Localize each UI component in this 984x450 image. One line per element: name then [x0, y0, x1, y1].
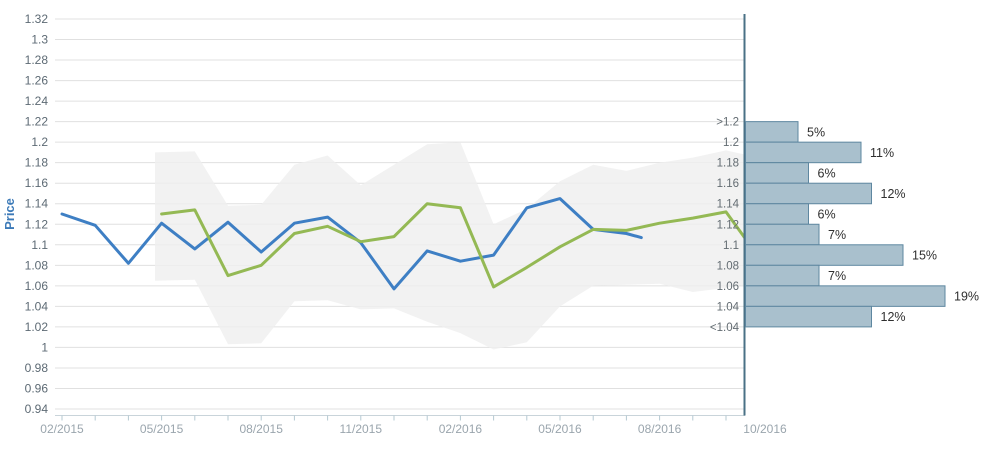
- forecast-range-band: [155, 142, 745, 350]
- histogram-bin-edge-label: 1.14: [717, 199, 740, 211]
- histogram-bar[interactable]: [745, 121, 799, 143]
- y-axis-tick-label: 1.3: [31, 33, 48, 47]
- y-axis-tick-label: 1.18: [25, 156, 49, 170]
- y-axis-tick-label: 1.26: [25, 74, 49, 88]
- histogram-bin-edge-label: 1.08: [717, 260, 739, 272]
- histogram-bar[interactable]: [745, 305, 872, 328]
- x-axis-tick-label: 05/2016: [538, 422, 582, 436]
- y-axis-tick-label: 1.24: [25, 94, 49, 108]
- histogram-bar-value: 15%: [912, 249, 937, 263]
- histogram-bar[interactable]: [745, 162, 809, 184]
- y-axis-tick-label: 1.28: [25, 53, 49, 67]
- histogram-bin-edge-label: 1.1: [723, 240, 739, 252]
- x-axis-tick-label: 08/2016: [638, 422, 682, 436]
- y-axis-tick-label: 1.14: [25, 197, 49, 211]
- x-axis-tick-label: 08/2015: [240, 422, 284, 436]
- histogram-bar[interactable]: [745, 203, 809, 225]
- y-axis-tick-label: 1.16: [25, 176, 49, 190]
- histogram-bar-value: 7%: [828, 228, 846, 242]
- histogram-bin-edge-label: 1.16: [717, 178, 739, 190]
- histogram-bar-value: 12%: [881, 310, 906, 324]
- histogram-bar[interactable]: [745, 182, 872, 205]
- histogram-bin-edge-label: 1.18: [717, 158, 739, 170]
- y-axis-tick-label: 0.96: [25, 381, 49, 395]
- histogram-bin-edge-label: 1.04: [717, 301, 740, 313]
- histogram-bar[interactable]: [745, 264, 820, 287]
- histogram-bin-edge-label: 1.12: [717, 219, 739, 231]
- histogram-bar[interactable]: [745, 285, 946, 307]
- histogram-bar[interactable]: [745, 141, 862, 164]
- y-axis-tick-label: 1.12: [25, 217, 49, 231]
- histogram-bar-value: 11%: [870, 146, 894, 160]
- y-axis-tick-label: 1.08: [25, 258, 49, 272]
- y-axis-tick-label: 1: [41, 340, 48, 354]
- histogram-bar-value: 19%: [954, 290, 979, 304]
- histogram-bar-value: 12%: [881, 187, 906, 201]
- forecast-price-line[interactable]: [160, 202, 747, 289]
- histogram-bar-value: 6%: [818, 208, 836, 222]
- histogram-bar-value: 6%: [818, 166, 836, 180]
- y-axis-tick-label: 1.02: [25, 320, 49, 334]
- histogram-bin-edge-label: 1.06: [717, 281, 739, 293]
- x-axis-tick-label: 02/2016: [439, 422, 483, 436]
- y-axis-tick-label: 0.98: [25, 361, 49, 375]
- x-axis-tick-label: 05/2015: [140, 422, 184, 436]
- histogram-bar-value: 5%: [807, 125, 825, 139]
- histogram-bin-edge-label: 1.2: [723, 137, 739, 149]
- histogram-bin-edge-label: <1.04: [710, 322, 740, 334]
- histogram-bar[interactable]: [745, 223, 820, 246]
- y-axis-tick-label: 0.94: [25, 402, 49, 416]
- y-axis-tick-label: 1.1: [31, 238, 48, 252]
- histogram-bar-value: 7%: [828, 269, 846, 283]
- histogram-date-label: 10/2016: [743, 422, 787, 436]
- y-axis-tick-label: 1.06: [25, 279, 49, 293]
- y-axis-tick-label: 1.04: [25, 299, 49, 313]
- y-axis-tick-label: 1.32: [25, 12, 49, 26]
- histogram-bin-edge-label: >1.2: [716, 117, 739, 129]
- x-axis-tick-label: 11/2015: [340, 422, 383, 436]
- y-axis-title: Price: [2, 198, 17, 230]
- x-axis-tick-label: 02/2015: [40, 422, 84, 436]
- y-axis-tick-label: 1.2: [31, 135, 48, 149]
- histogram-bar[interactable]: [745, 244, 904, 266]
- y-axis-tick-label: 1.22: [25, 115, 49, 129]
